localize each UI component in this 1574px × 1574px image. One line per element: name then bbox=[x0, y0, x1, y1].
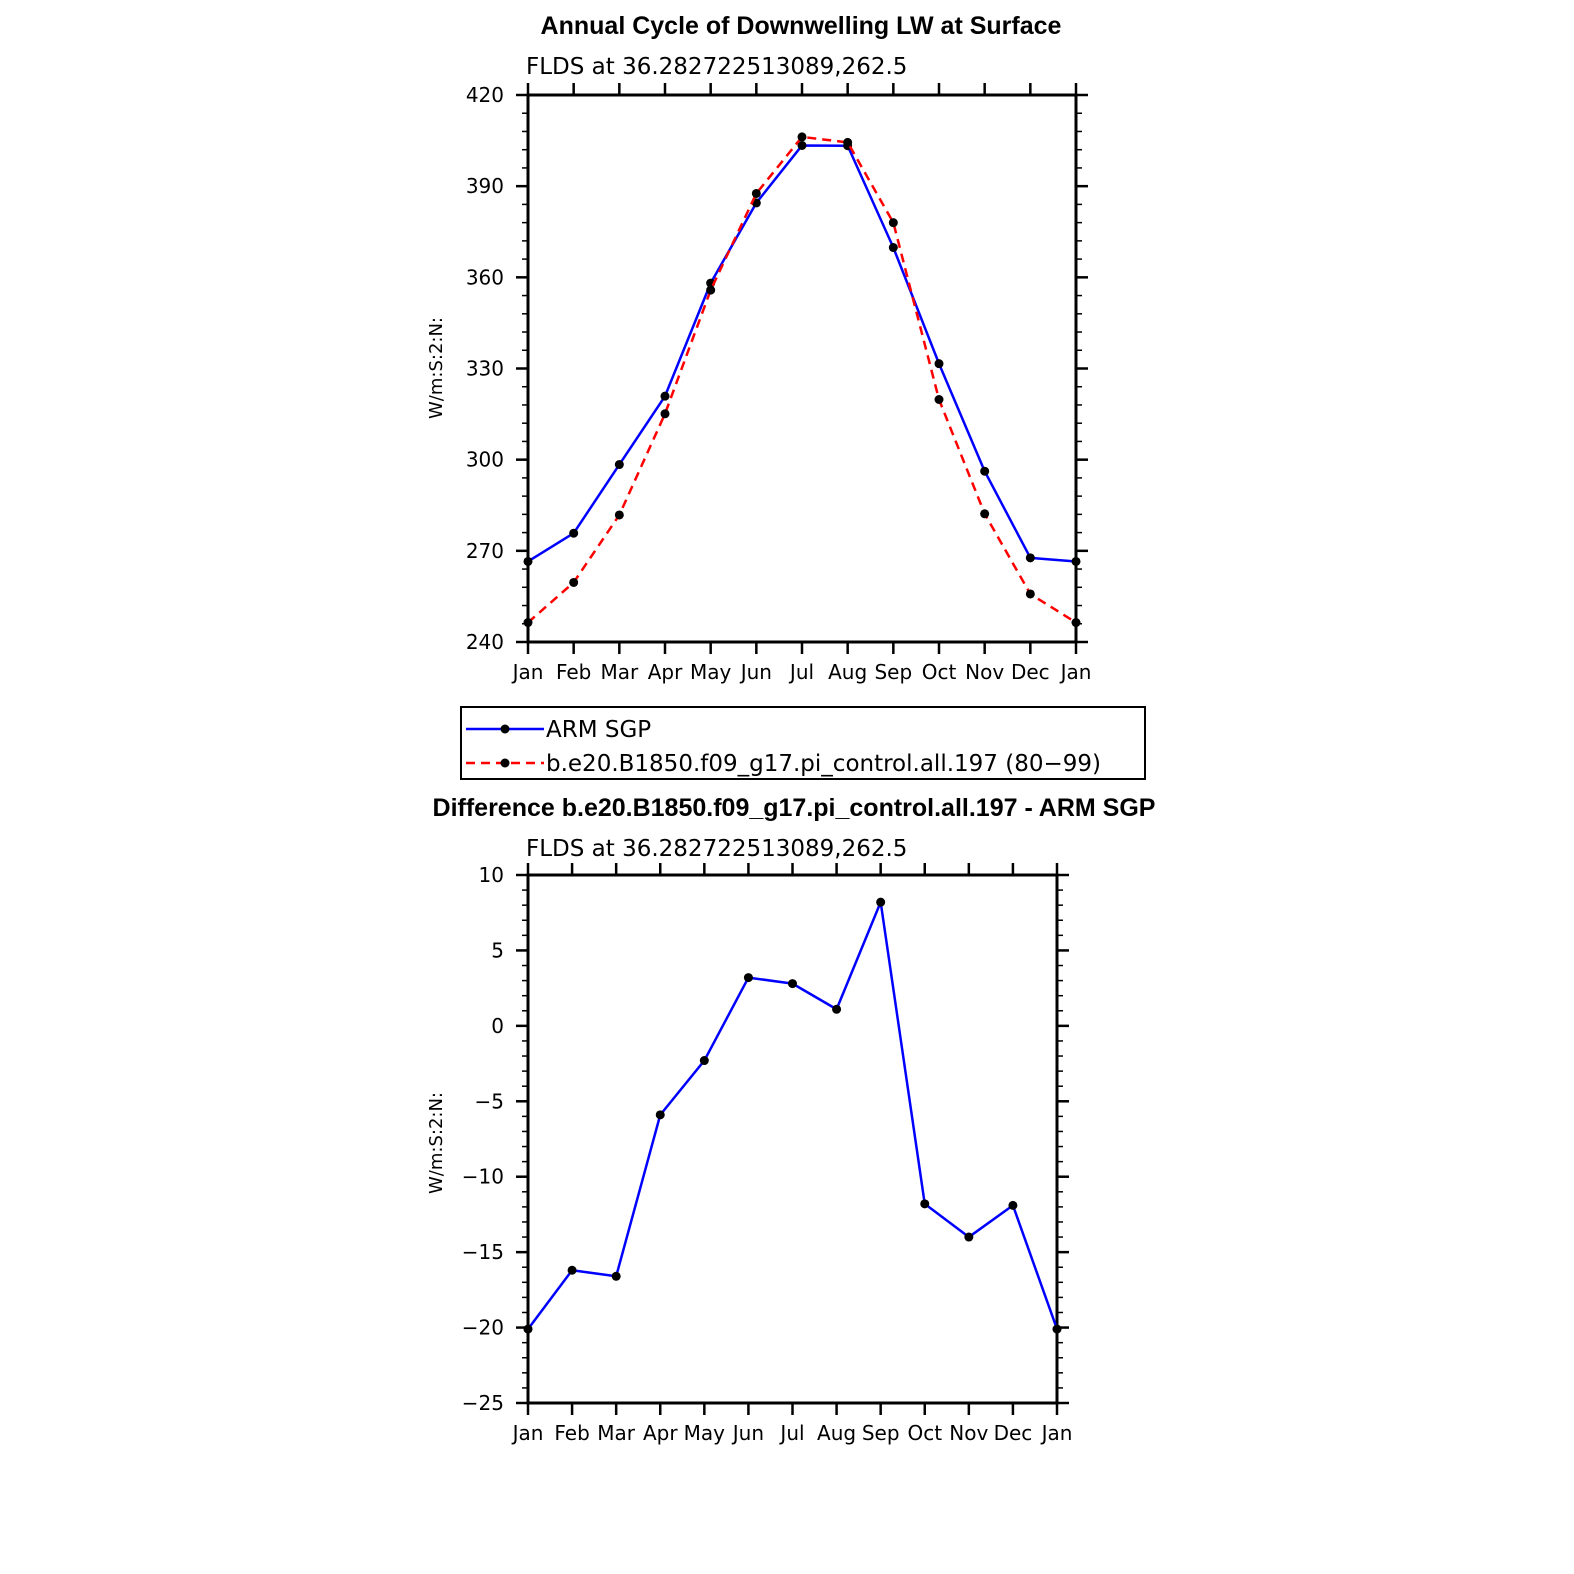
data-point bbox=[934, 359, 944, 369]
y-tick-label: 270 bbox=[466, 539, 504, 563]
x-tick-label: Apr bbox=[643, 1421, 678, 1445]
y-tick-label: 360 bbox=[466, 265, 504, 289]
x-tick-label: Jan bbox=[511, 1421, 544, 1445]
y-tick-label: −25 bbox=[462, 1391, 504, 1415]
x-tick-label: Jun bbox=[731, 1421, 764, 1445]
chart-title: Annual Cycle of Downwelling LW at Surfac… bbox=[541, 12, 1062, 40]
data-point bbox=[614, 510, 624, 520]
data-point bbox=[699, 1056, 709, 1066]
data-point bbox=[964, 1232, 974, 1242]
x-tick-label: Sep bbox=[874, 660, 912, 684]
x-tick-label: Aug bbox=[828, 660, 867, 684]
y-tick-label: −5 bbox=[475, 1089, 504, 1113]
y-tick-label: 5 bbox=[491, 938, 504, 962]
chart-subtitle: FLDS at 36.282722513089,262.5 bbox=[526, 54, 907, 80]
data-point bbox=[1008, 1200, 1018, 1210]
y-tick-label: −15 bbox=[462, 1240, 504, 1264]
x-tick-label: Feb bbox=[556, 660, 591, 684]
x-tick-label: Jul bbox=[788, 660, 814, 684]
y-tick-label: 240 bbox=[466, 630, 504, 654]
y-tick-label: 0 bbox=[491, 1014, 504, 1038]
legend: ARM SGP b.e20.B1850.f09_g17.pi_control.a… bbox=[460, 706, 1146, 780]
plot-frame bbox=[526, 873, 1059, 1405]
x-tick-label: May bbox=[690, 660, 732, 684]
data-point bbox=[523, 618, 533, 628]
x-tick-label: Feb bbox=[554, 1421, 589, 1445]
data-point bbox=[1025, 589, 1035, 599]
data-point bbox=[743, 973, 753, 983]
legend-box bbox=[460, 706, 1146, 780]
chart-subtitle: FLDS at 36.282722513089,262.5 bbox=[526, 836, 907, 862]
data-point bbox=[1052, 1324, 1062, 1334]
x-tick-label: Mar bbox=[597, 1421, 636, 1445]
x-tick-label: Nov bbox=[949, 1421, 988, 1445]
plot-area: Jan Feb Mar Apr May Jun Jul Aug Sep Oct Nov Dec Jan−… bbox=[462, 863, 1073, 1445]
data-point bbox=[980, 509, 990, 519]
chart-title: Difference b.e20.B1850.f09_g17.pi_contro… bbox=[433, 794, 1156, 822]
data-point bbox=[614, 460, 624, 470]
data-point bbox=[843, 137, 853, 147]
y-tick-label: −10 bbox=[462, 1165, 504, 1189]
y-tick-label: −20 bbox=[462, 1316, 504, 1340]
series-line-0 bbox=[527, 144, 1077, 563]
data-point bbox=[1071, 618, 1081, 628]
data-point bbox=[1025, 553, 1035, 563]
data-point bbox=[660, 391, 670, 401]
x-tick-label: Dec bbox=[994, 1421, 1033, 1445]
x-tick-label: Jun bbox=[739, 660, 772, 684]
data-point bbox=[888, 218, 898, 228]
data-point bbox=[569, 528, 579, 538]
series-line-1 bbox=[527, 135, 1077, 624]
x-tick-label: Oct bbox=[907, 1421, 942, 1445]
data-point bbox=[980, 466, 990, 476]
data-point bbox=[876, 897, 886, 907]
data-point bbox=[888, 243, 898, 253]
legend-label-model: b.e20.B1850.f09_g17.pi_control.all.197 (… bbox=[546, 751, 1101, 777]
plot-frame bbox=[526, 93, 1078, 644]
x-tick-label: Sep bbox=[862, 1421, 900, 1445]
data-point bbox=[523, 556, 533, 566]
legend-marker-arm-sgp bbox=[500, 724, 510, 734]
y-tick-label: 300 bbox=[466, 448, 504, 472]
y-axis-label: W/m:S:2:N: bbox=[426, 1092, 447, 1194]
y-tick-label: 330 bbox=[466, 357, 504, 381]
x-tick-label: Oct bbox=[922, 660, 957, 684]
data-point bbox=[611, 1271, 621, 1281]
chart-annual-cycle: Annual Cycle of Downwelling LW at Surfac… bbox=[426, 12, 1146, 780]
x-tick-label: Mar bbox=[600, 660, 639, 684]
y-tick-label: 390 bbox=[466, 174, 504, 198]
x-tick-label: Apr bbox=[648, 660, 683, 684]
legend-marker-model bbox=[500, 758, 510, 768]
data-point bbox=[569, 577, 579, 587]
legend-label-arm-sgp: ARM SGP bbox=[546, 717, 651, 743]
x-tick-label: Aug bbox=[817, 1421, 856, 1445]
data-point bbox=[920, 1199, 930, 1209]
data-point bbox=[655, 1110, 665, 1120]
data-point bbox=[797, 140, 807, 150]
x-tick-label: Nov bbox=[965, 660, 1004, 684]
data-point bbox=[751, 188, 761, 198]
y-tick-label: 420 bbox=[466, 83, 504, 107]
x-tick-label: Dec bbox=[1011, 660, 1050, 684]
x-tick-label: May bbox=[684, 1421, 726, 1445]
data-point bbox=[788, 979, 797, 989]
y-axis-label: W/m:S:2:N: bbox=[426, 317, 447, 419]
chart-difference: Difference b.e20.B1850.f09_g17.pi_contro… bbox=[426, 794, 1155, 1445]
x-tick-label: Jan bbox=[1059, 660, 1092, 684]
data-point bbox=[1071, 556, 1081, 566]
x-tick-label: Jan bbox=[511, 660, 544, 684]
data-point bbox=[832, 1004, 842, 1014]
y-tick-label: 10 bbox=[479, 863, 504, 887]
data-point bbox=[797, 132, 807, 142]
x-tick-label: Jan bbox=[1040, 1421, 1073, 1445]
data-point bbox=[660, 409, 670, 419]
data-point bbox=[523, 1324, 533, 1334]
x-tick-label: Jul bbox=[778, 1421, 804, 1445]
data-point bbox=[934, 394, 944, 404]
data-point bbox=[706, 285, 716, 295]
plot-area: Jan Feb Mar Apr May Jun Jul Aug Sep Oct Nov Dec Jan 2… bbox=[466, 83, 1092, 684]
series-line-0 bbox=[526, 900, 1059, 1330]
data-point bbox=[567, 1265, 577, 1275]
